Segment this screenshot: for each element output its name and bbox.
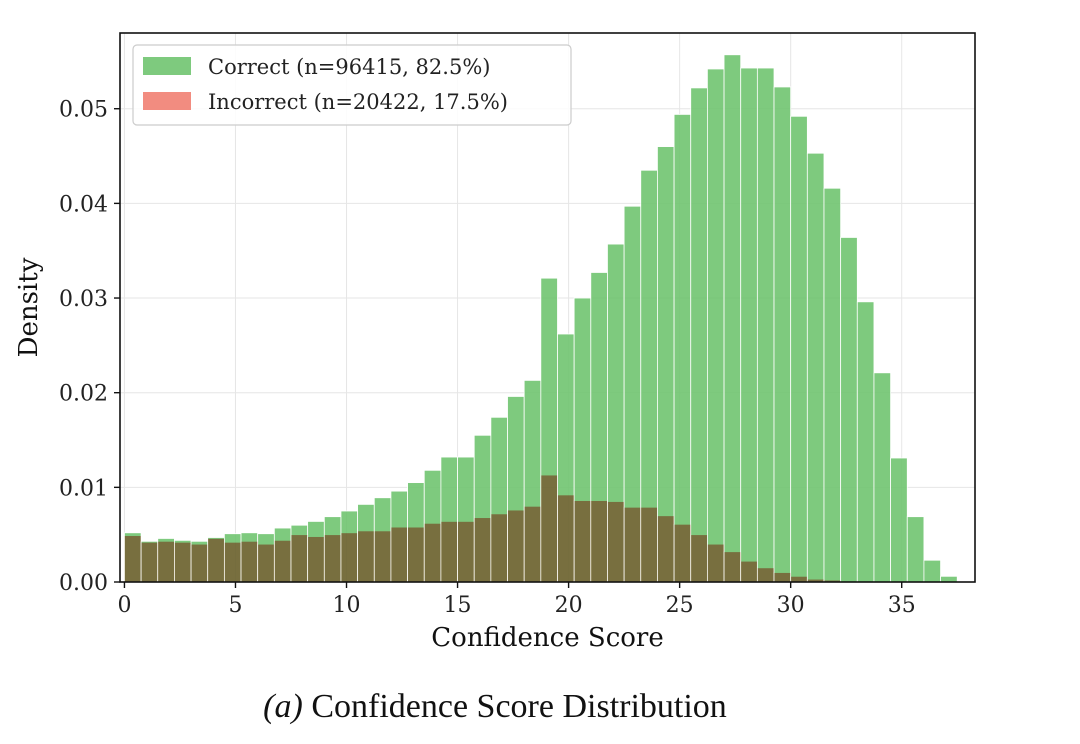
incorrect-bar-4 [190,543,209,583]
incorrect-bar-5 [207,538,225,583]
correct-bar-43 [840,237,858,583]
x-axis-ticks: 0 5 10 15 20 25 30 35 [117,582,916,618]
y-axis-ticks: 0.00 0.01 0.02 0.03 0.04 0.05 [59,98,120,596]
correct-bar-38 [756,67,775,583]
figure-caption: (a) Confidence Score Distribution [0,688,990,726]
incorrect-bar-30 [623,506,642,583]
correct-bar-44 [856,301,875,583]
incorrect-bar-1 [140,541,159,583]
incorrect-bar-28 [590,500,608,583]
incorrect-bar-33 [673,523,692,583]
incorrect-bar-10 [290,534,309,583]
incorrect-bar-26 [557,494,575,583]
incorrect-bar-21 [473,517,492,583]
correct-bar-49 [940,575,958,583]
x-tick-label-6: 30 [777,593,805,618]
x-tick-label-4: 20 [555,593,583,618]
incorrect-bar-0 [124,535,142,583]
correct-bar-39 [773,86,792,583]
x-tick-label-2: 10 [333,593,361,618]
legend-swatch-incorrect [143,92,191,110]
y-tick-label-0: 0.00 [59,571,108,596]
x-tick-label-0: 0 [117,593,131,618]
legend-label-correct: Correct (n=96415, 82.5%) [208,55,490,79]
incorrect-bar-29 [607,501,625,583]
correct-bar-37 [740,67,758,583]
y-tick-label-3: 0.03 [59,287,108,312]
incorrect-bar-40 [790,575,808,583]
correct-bar-36 [723,54,742,583]
y-tick-label-2: 0.02 [59,382,108,407]
incorrect-bar-6 [223,541,242,583]
correct-bar-34 [690,87,708,583]
incorrect-bar-27 [573,500,592,583]
incorrect-bar-9 [273,539,292,583]
incorrect-bar-16 [390,526,408,583]
y-tick-label-4: 0.04 [59,192,108,217]
x-axis-label: Confidence Score [431,623,663,653]
incorrect-bar-13 [340,532,359,583]
incorrect-bar-35 [706,543,725,583]
incorrect-bar-22 [490,513,508,583]
y-tick-label-1: 0.01 [59,476,108,501]
incorrect-bar-31 [640,506,658,583]
legend-label-incorrect: Incorrect (n=20422, 17.5%) [208,90,508,114]
x-tick-label-3: 15 [444,593,472,618]
correct-bar-42 [823,187,842,583]
incorrect-bar-3 [174,541,192,583]
correct-bar-45 [873,372,892,583]
incorrect-bar-32 [657,515,675,583]
incorrect-bar-12 [323,534,342,583]
incorrect-bar-18 [423,522,442,583]
incorrect-bar-34 [690,534,708,583]
legend-box [132,44,572,126]
incorrect-bar-2 [157,540,175,583]
correct-bar-47 [906,516,925,583]
x-tick-label-5: 25 [666,593,694,618]
correct-bar-35 [706,68,725,583]
correct-bar-41 [806,152,825,583]
correct-bar-46 [890,457,908,583]
y-axis-label: Density [14,257,44,357]
x-tick-label-1: 5 [228,593,242,618]
incorrect-bar-7 [240,540,259,583]
incorrect-bar-39 [773,572,792,583]
incorrect-bar-11 [307,536,325,583]
legend-swatch-correct [143,57,191,75]
incorrect-bar-17 [407,526,425,583]
incorrect-bar-37 [740,560,758,583]
incorrect-bar-14 [357,530,375,583]
correct-bar-33 [673,114,692,583]
caption-lead: (a) [263,688,303,725]
caption-text: Confidence Score Distribution [311,688,727,725]
incorrect-series-bars [124,474,875,583]
x-tick-label-7: 35 [888,593,916,618]
correct-series-bars [124,54,958,583]
correct-bar-40 [790,115,808,583]
incorrect-bar-38 [756,567,775,583]
incorrect-bar-24 [523,505,542,583]
incorrect-bar-23 [507,509,525,583]
incorrect-bar-19 [440,521,458,583]
correct-bar-48 [923,559,941,583]
incorrect-bar-36 [723,551,742,583]
incorrect-bar-15 [373,530,392,583]
incorrect-bar-8 [257,543,275,583]
incorrect-bar-25 [540,474,558,583]
incorrect-bar-20 [457,521,475,583]
plot-frame [119,32,976,583]
y-tick-label-5: 0.05 [59,98,108,123]
legend: Correct (n=96415, 82.5%) Incorrect (n=20… [132,44,572,126]
